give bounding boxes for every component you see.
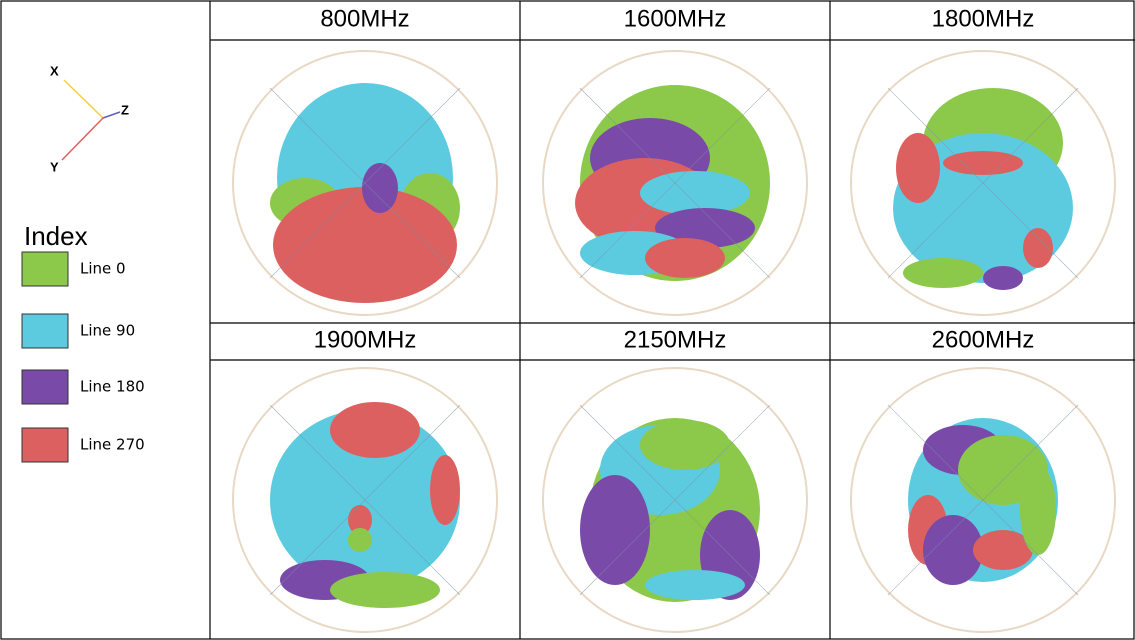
panel-title: 1600MHz [624,5,727,32]
pattern-region [1023,228,1053,268]
sphere-outline [850,367,1116,633]
pattern-panel [232,367,498,633]
pattern-region [330,402,420,458]
pattern-region [923,515,983,585]
legend-swatch [21,251,69,287]
pattern-region [362,163,398,213]
guide-line [269,404,461,596]
pattern-region [348,528,372,552]
sphere-outline [542,50,808,316]
pattern-panel [542,50,808,316]
pattern-panel [232,50,498,316]
guide-line [269,87,461,279]
pattern-region [645,238,725,278]
legend-label: Line 0 [80,260,126,278]
sphere-outline [232,367,498,633]
pattern-region [943,151,1023,175]
panel-title: 2150MHz [624,326,727,353]
guide-line [579,404,771,596]
pattern-region [983,266,1023,290]
legend-label: Line 270 [80,436,145,454]
legend-swatch [21,313,69,349]
pattern-region [430,455,460,525]
pattern-panel [850,50,1116,316]
legend-swatch [21,369,69,405]
sphere-outline [850,50,1116,316]
pattern-region [896,133,940,203]
legend-swatch [21,427,69,463]
axis-y-label: Y [50,159,59,174]
pattern-region [640,420,730,470]
pattern-region [273,187,457,303]
pattern-region [640,171,750,215]
legend-title: Index [24,221,88,251]
pattern-panel [850,367,1116,633]
sphere-outline [232,50,498,316]
panel-title: 1800MHz [932,5,1035,32]
pattern-panel [542,367,808,633]
guide-line [887,404,1079,596]
axis-triad: X Y Z [50,63,129,174]
legend-label: Line 180 [80,378,145,396]
guide-line [887,87,1079,279]
panel-title: 800MHz [320,5,409,32]
pattern-region [973,530,1033,570]
panel-title: 1900MHz [314,326,417,353]
guide-line [579,87,771,279]
pattern-region [1020,465,1056,555]
sphere-outline [542,367,808,633]
axis-z-label: Z [121,102,129,117]
panel-title: 2600MHz [932,326,1035,353]
pattern-region [348,505,372,535]
legend-label: Line 90 [80,322,135,340]
pattern-region [903,258,983,288]
pattern-region [330,572,440,608]
axis-x-label: X [50,63,59,78]
pattern-region [645,570,745,600]
pattern-region [580,475,650,585]
